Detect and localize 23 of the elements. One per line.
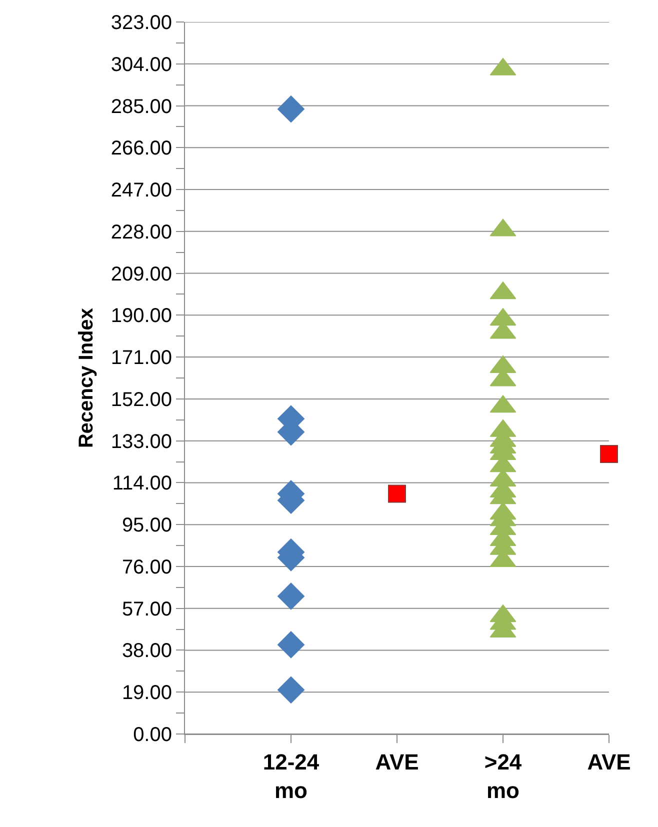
y-tick-label: 266.00	[110, 138, 172, 160]
y-tick-label: 76.00	[122, 556, 172, 578]
y-tick-label: 38.00	[122, 640, 172, 662]
y-tick-label: 114.00	[112, 472, 172, 495]
y-tick-label: 152.00	[110, 388, 172, 411]
y-tick-label: 0.00	[133, 724, 172, 746]
x-tick-label: AVE	[375, 749, 419, 774]
x-tick-label: >24 mo	[484, 749, 522, 803]
y-tick-label: 228.00	[110, 221, 172, 244]
y-tick-label: 285.00	[110, 96, 172, 118]
y-tick-label: 190.00	[110, 305, 172, 328]
y-tick-label: 19.00	[122, 682, 172, 704]
x-tick-label: AVE	[587, 749, 631, 774]
y-tick-label: 247.00	[110, 180, 172, 202]
y-tick-label: 95.00	[122, 514, 172, 537]
y-tick-label: 304.00	[110, 54, 172, 76]
x-tick-label: 12-24 mo	[262, 749, 320, 803]
y-tick-label: 171.00	[110, 347, 172, 370]
y-tick-label: 133.00	[110, 430, 172, 453]
y-axis-title: Recency Index	[75, 308, 98, 448]
y-tick-label: 209.00	[110, 263, 172, 286]
y-tick-label: 323.00	[110, 12, 172, 34]
y-tick-label: 57.00	[122, 598, 172, 620]
